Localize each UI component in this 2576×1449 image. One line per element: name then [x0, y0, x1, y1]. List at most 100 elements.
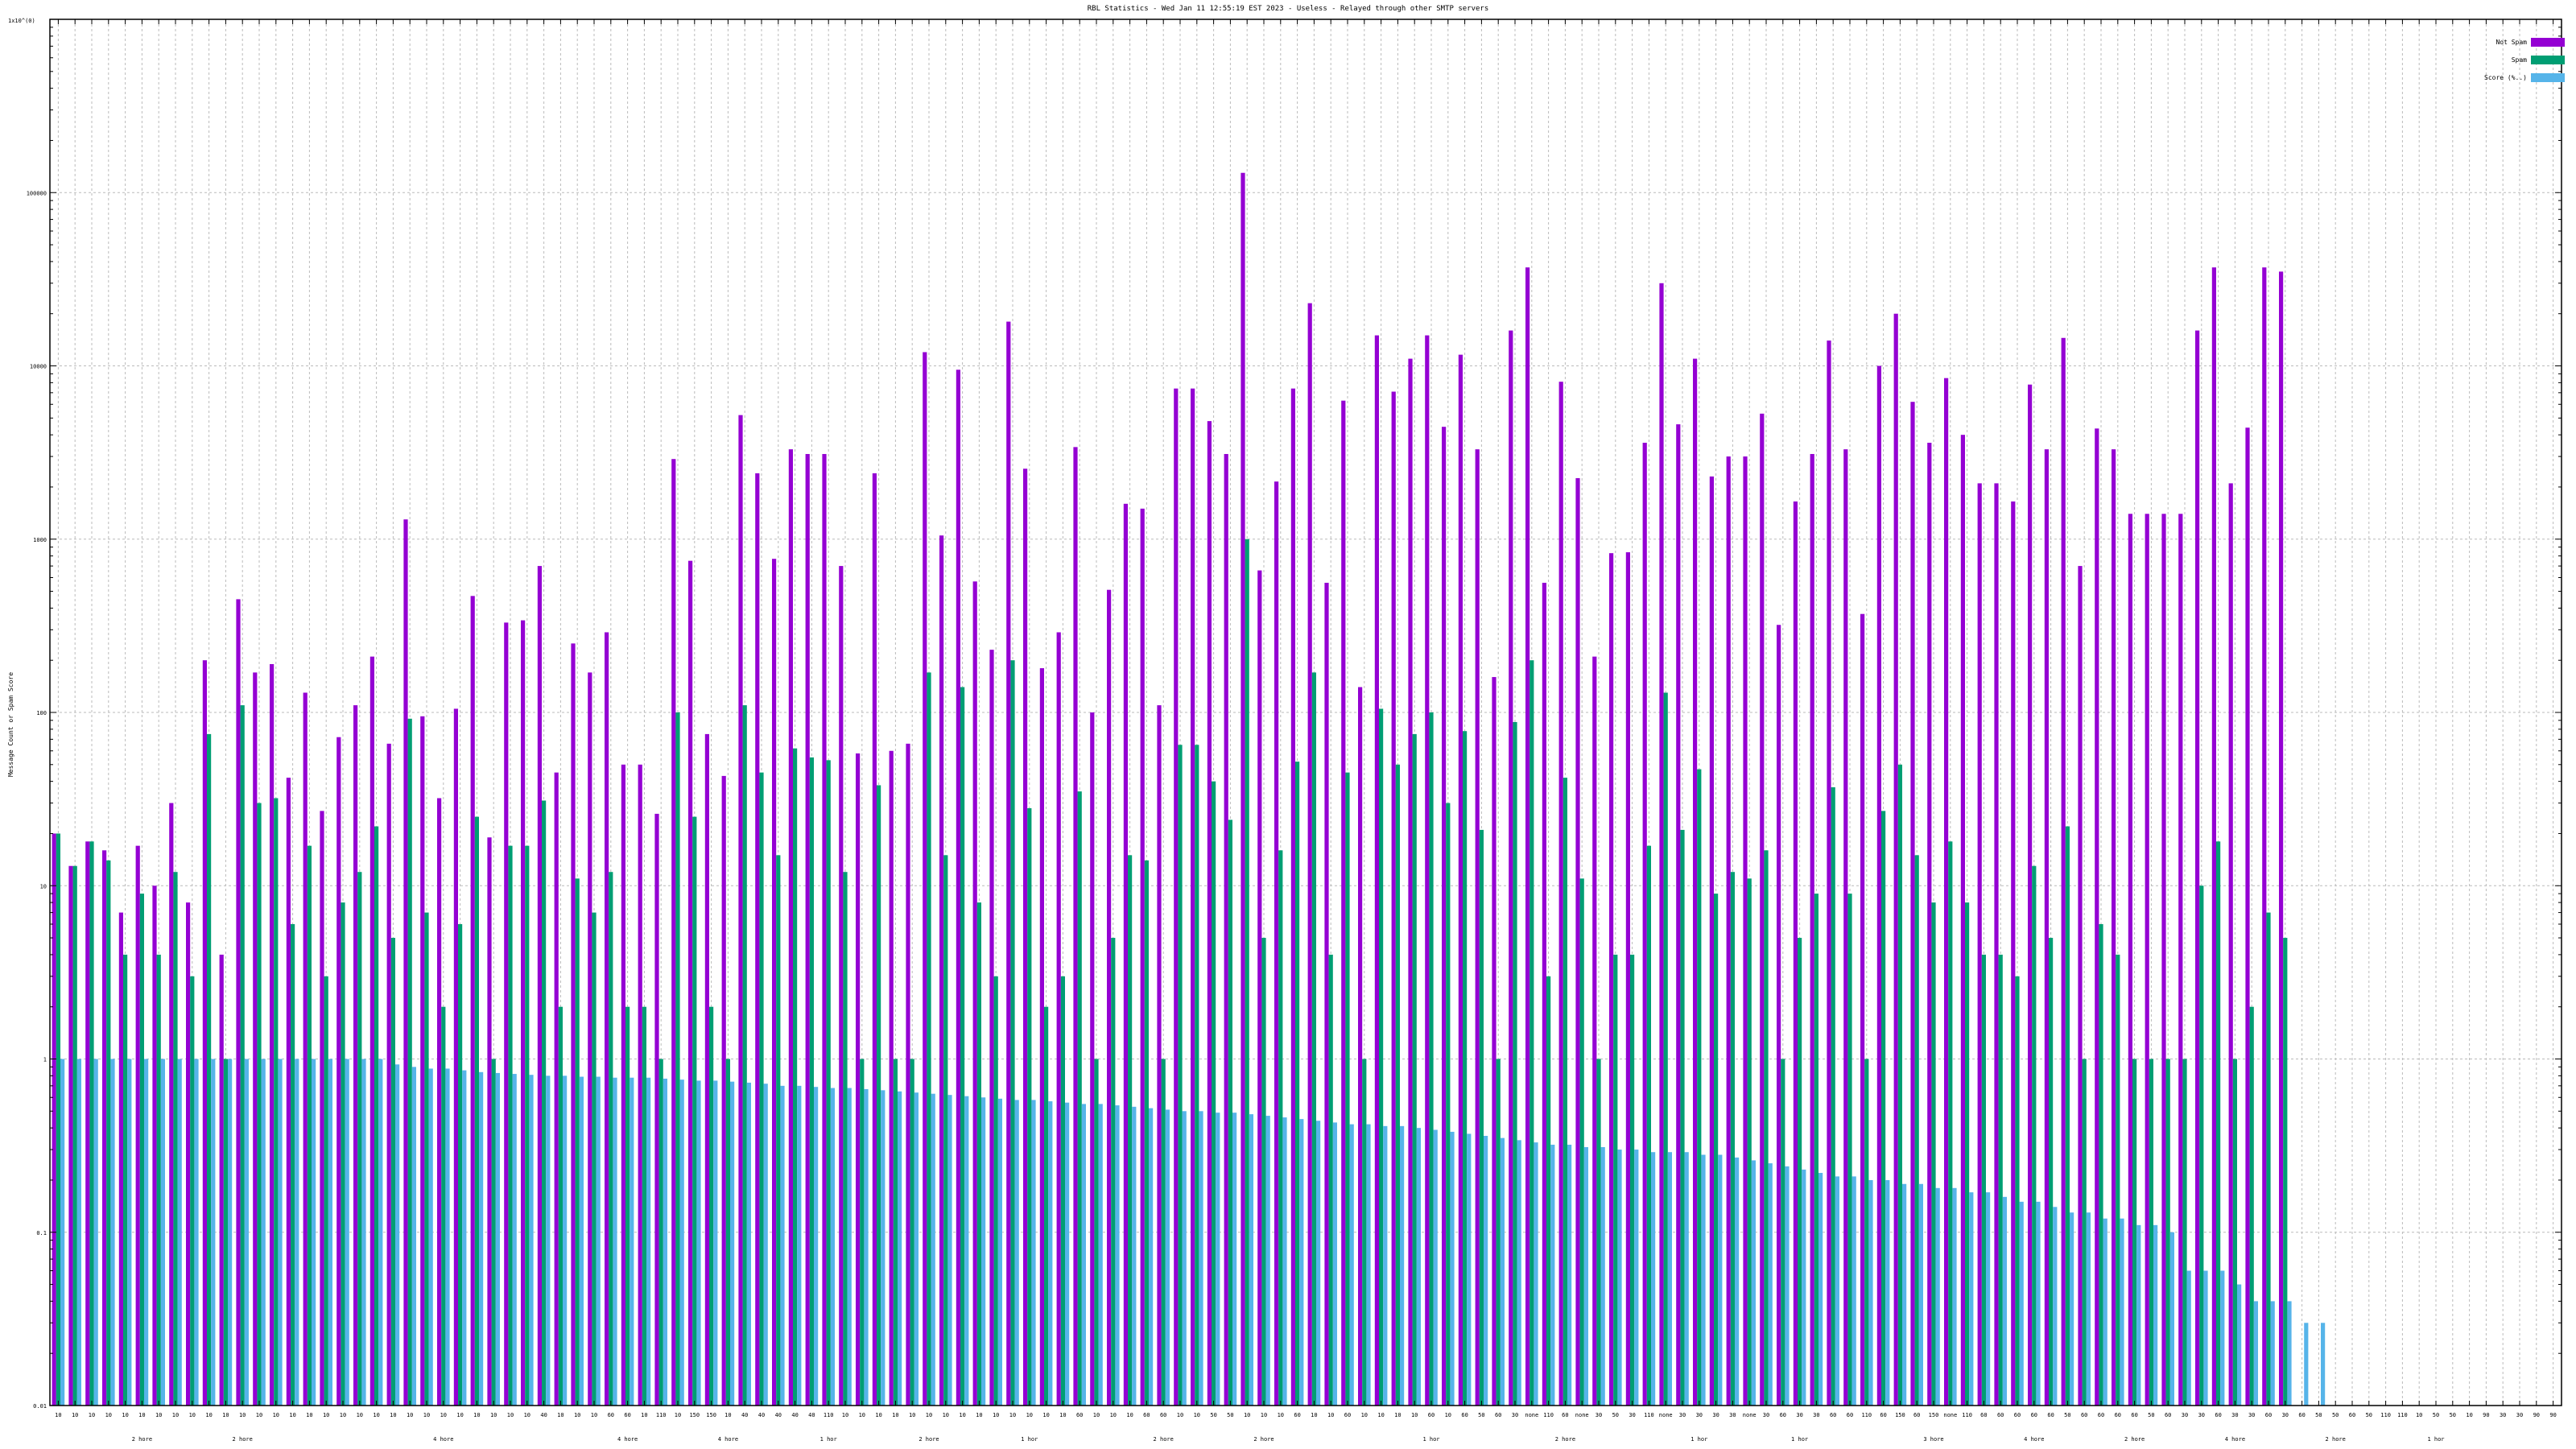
x-category-label: 10: [675, 1412, 681, 1418]
x-category-label: 40: [758, 1412, 765, 1418]
bar-notspam: [2178, 514, 2183, 1406]
x-category-label: 60: [1880, 1412, 1886, 1418]
bar-spam: [1144, 860, 1149, 1406]
bar-spam: [2216, 841, 2221, 1406]
x-category-sublabel: 1 hor: [1422, 1436, 1439, 1443]
bar-score: [646, 1077, 651, 1406]
y-tick-label: 0.01: [33, 1403, 47, 1410]
bar-notspam: [1609, 553, 1614, 1406]
bar-notspam: [1843, 449, 1848, 1406]
bar-spam: [1697, 769, 1702, 1406]
bar-notspam: [1123, 503, 1128, 1406]
bar-score: [1081, 1104, 1086, 1406]
bar-score: [529, 1075, 534, 1406]
bar-notspam: [320, 811, 324, 1406]
bar-spam: [123, 954, 128, 1406]
x-category-label: 10: [574, 1412, 580, 1418]
bar-score: [278, 1059, 283, 1406]
bar-notspam: [2161, 514, 2166, 1406]
x-category-label: 60: [2215, 1412, 2221, 1418]
bar-notspam: [1860, 613, 1865, 1406]
bar-score: [1617, 1150, 1622, 1406]
x-category-label: 10: [993, 1412, 999, 1418]
x-category-sublabel: 4 hore: [433, 1436, 453, 1443]
bar-spam: [793, 748, 798, 1406]
bar-notspam: [972, 581, 977, 1406]
bar-score: [1098, 1104, 1103, 1406]
bar-spam: [1663, 692, 1668, 1406]
bar-score: [1651, 1152, 1656, 1406]
bar-notspam: [1458, 354, 1463, 1406]
bar-spam: [1881, 811, 1886, 1406]
x-category-label: 90: [2533, 1412, 2540, 1418]
x-category-label: 10: [1110, 1412, 1117, 1418]
bar-notspam: [186, 902, 191, 1406]
bar-notspam: [1810, 453, 1814, 1406]
x-category-label: 10: [323, 1412, 329, 1418]
bar-spam: [1948, 841, 1953, 1406]
bar-spam: [1714, 894, 1719, 1406]
bar-spam: [1228, 819, 1232, 1406]
bar-notspam: [1341, 400, 1346, 1406]
x-category-label: 50: [2433, 1412, 2439, 1418]
bar-score: [345, 1059, 349, 1406]
bar-spam: [927, 672, 931, 1406]
bar-notspam: [704, 733, 709, 1406]
x-category-label: 10: [943, 1412, 949, 1418]
x-category-label: 10: [859, 1412, 865, 1418]
bar-notspam: [286, 778, 291, 1406]
x-category-label: 10: [172, 1412, 179, 1418]
x-category-label: 60: [2349, 1412, 2355, 1418]
bar-spam: [725, 1059, 730, 1406]
bar-notspam: [369, 656, 374, 1406]
x-category-label: 10: [1411, 1412, 1418, 1418]
bar-score: [1249, 1114, 1253, 1406]
bar-notspam: [1224, 453, 1228, 1406]
bar-spam: [2032, 865, 2037, 1406]
bar-score: [2019, 1201, 2024, 1406]
bar-notspam: [52, 833, 56, 1406]
bar-notspam: [1625, 552, 1630, 1406]
bar-score: [1634, 1150, 1639, 1406]
bar-score: [1500, 1137, 1505, 1406]
bar-spam: [2099, 924, 2103, 1406]
y-tick-label: 1000: [33, 537, 47, 543]
bar-notspam: [1777, 625, 1781, 1406]
bar-score: [2169, 1232, 2174, 1406]
x-category-sublabel: 1 hor: [1021, 1436, 1038, 1443]
bar-notspam: [1676, 424, 1681, 1406]
bar-score: [1667, 1152, 1672, 1406]
bar-score: [261, 1059, 266, 1406]
bar-spam: [474, 816, 479, 1406]
bar-score: [1199, 1111, 1203, 1406]
bar-score: [479, 1071, 484, 1406]
x-category-label: none: [1525, 1412, 1538, 1418]
x-category-label: 60: [2115, 1412, 2121, 1418]
bar-notspam: [470, 596, 475, 1406]
chart-title: RBL Statistics - Wed Jan 11 12:55:19 EST…: [1088, 5, 1489, 13]
bar-spam: [1278, 850, 1283, 1406]
bar-spam: [609, 872, 613, 1406]
x-category-label: 30: [2231, 1412, 2238, 1418]
x-category-label: 110: [824, 1412, 834, 1418]
x-category-label: 60: [1344, 1412, 1351, 1418]
x-category-label: 10: [55, 1412, 61, 1418]
bar-notspam: [1509, 330, 1513, 1406]
bar-notspam: [1642, 443, 1647, 1406]
bar-score: [2103, 1218, 2107, 1406]
bar-spam: [1546, 976, 1551, 1406]
bar-spam: [2266, 912, 2271, 1406]
bar-score: [864, 1088, 869, 1406]
bar-notspam: [1558, 382, 1563, 1406]
x-category-label: 10: [507, 1412, 514, 1418]
bar-notspam: [1039, 668, 1044, 1406]
bar-notspam: [403, 519, 408, 1406]
bar-notspam: [1927, 443, 1932, 1406]
bar-spam: [424, 912, 429, 1406]
x-category-label: 10: [189, 1412, 196, 1418]
bar-score: [1868, 1179, 1873, 1406]
x-category-label: 10: [155, 1412, 162, 1418]
bar-notspam: [253, 672, 258, 1406]
